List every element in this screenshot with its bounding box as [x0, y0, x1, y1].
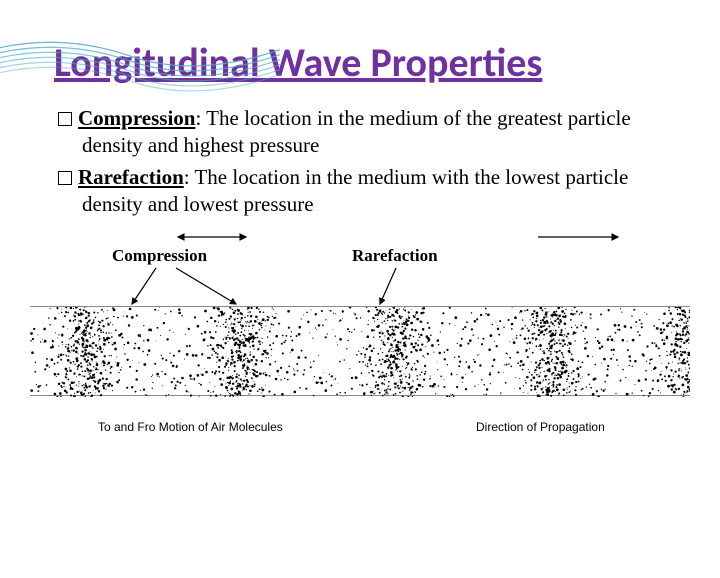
bullet-icon: [58, 112, 72, 126]
rarefaction-arrow: [378, 266, 438, 308]
label-direction: Direction of Propagation: [476, 420, 605, 434]
particle-strip: [30, 306, 690, 396]
label-compression: Compression: [112, 246, 207, 266]
definition-rarefaction: Rarefaction: The location in the medium …: [58, 164, 662, 219]
label-motion: To and Fro Motion of Air Molecules: [98, 420, 283, 434]
wave-diagram: Compression Rarefaction To and Fro Motio…: [0, 246, 720, 396]
to-fro-arrow-icon: [172, 230, 252, 244]
definition-compression: Compression: The location in the medium …: [58, 105, 662, 160]
bullet-icon: [58, 171, 72, 185]
page-title: Longitudinal Wave Properties: [54, 38, 720, 87]
term-compression: Compression: [78, 106, 195, 130]
particles-svg: [30, 307, 690, 397]
propagation-arrow-icon: [536, 230, 626, 244]
label-rarefaction: Rarefaction: [352, 246, 438, 266]
definitions-list: Compression: The location in the medium …: [58, 105, 662, 218]
term-rarefaction: Rarefaction: [78, 165, 184, 189]
compression-arrows: [128, 266, 248, 308]
diagram-labels-top: Compression Rarefaction: [0, 246, 720, 306]
